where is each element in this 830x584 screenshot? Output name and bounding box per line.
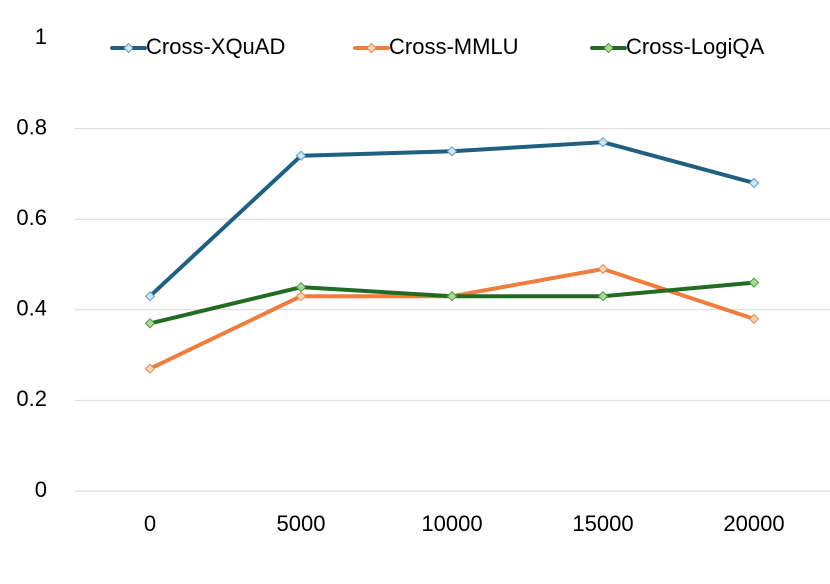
legend-item: Cross-LogiQA	[590, 34, 764, 59]
data-point-marker	[144, 291, 156, 302]
y-tick-label: 0.8	[16, 114, 47, 139]
series-line	[148, 267, 756, 371]
x-tick-label: 10000	[421, 511, 482, 536]
legend-marker	[123, 42, 134, 54]
x-tick-label: 0	[144, 511, 156, 536]
legend-label: Cross-MMLU	[389, 34, 519, 59]
y-tick-label: 0.2	[16, 386, 47, 411]
data-point-marker	[748, 177, 760, 189]
x-axis-ticks: 0 5000 10000 15000 20000	[144, 511, 785, 536]
y-tick-label: 0	[35, 477, 47, 502]
legend: Cross-XQuAD Cross-MMLU Cross-LogiQA	[110, 34, 764, 59]
gridlines	[75, 128, 830, 492]
legend-marker	[603, 42, 614, 54]
y-tick-label: 0.6	[16, 205, 47, 230]
legend-label: Cross-LogiQA	[626, 34, 764, 59]
data-point-marker	[295, 281, 307, 293]
data-point-marker	[295, 291, 307, 302]
legend-label: Cross-XQuAD	[146, 34, 285, 59]
y-tick-label: 0.4	[16, 296, 47, 321]
data-point-marker	[295, 150, 307, 161]
legend-marker	[366, 42, 377, 54]
data-point-marker	[144, 318, 156, 329]
data-point-marker	[446, 146, 458, 157]
y-axis-ticks: 0 0.2 0.4 0.6 0.8 1	[16, 24, 47, 502]
legend-item: Cross-XQuAD	[110, 34, 285, 59]
data-point-marker	[446, 291, 458, 302]
series-lines	[144, 136, 760, 374]
x-tick-label: 5000	[277, 511, 326, 536]
x-tick-label: 15000	[572, 511, 633, 536]
x-tick-label: 20000	[723, 511, 784, 536]
data-point-marker	[748, 277, 760, 288]
data-point-marker	[597, 263, 609, 275]
data-point-marker	[597, 136, 609, 148]
data-point-marker	[144, 363, 156, 374]
legend-item: Cross-MMLU	[353, 34, 519, 59]
y-tick-label: 1	[35, 24, 47, 49]
data-point-marker	[748, 313, 760, 325]
data-point-marker	[597, 291, 609, 302]
